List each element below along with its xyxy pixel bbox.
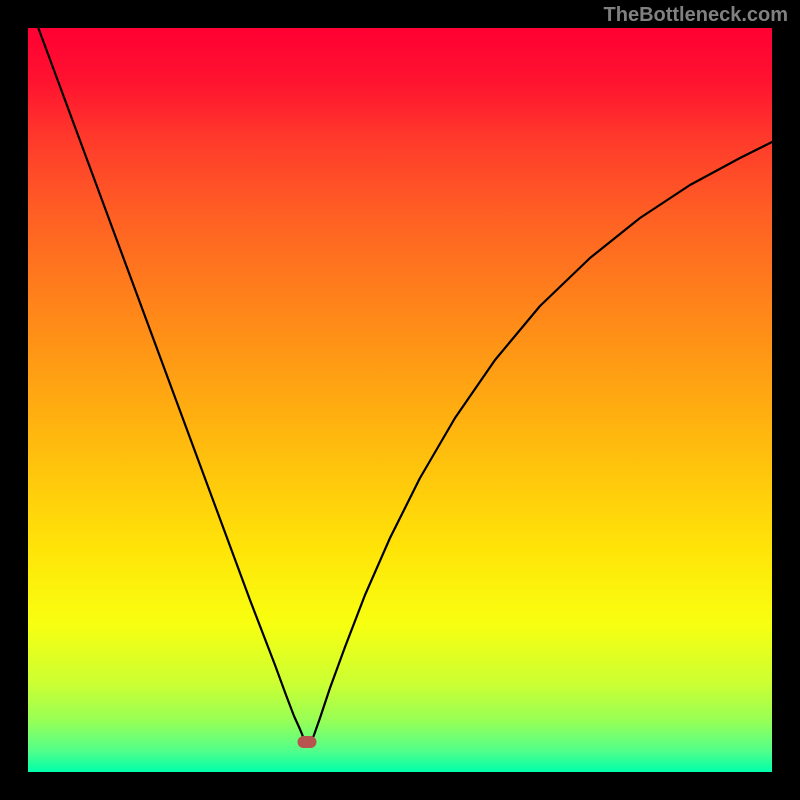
watermark-text: TheBottleneck.com	[604, 4, 788, 27]
plot-frame	[28, 28, 772, 772]
gradient-background	[28, 28, 772, 772]
